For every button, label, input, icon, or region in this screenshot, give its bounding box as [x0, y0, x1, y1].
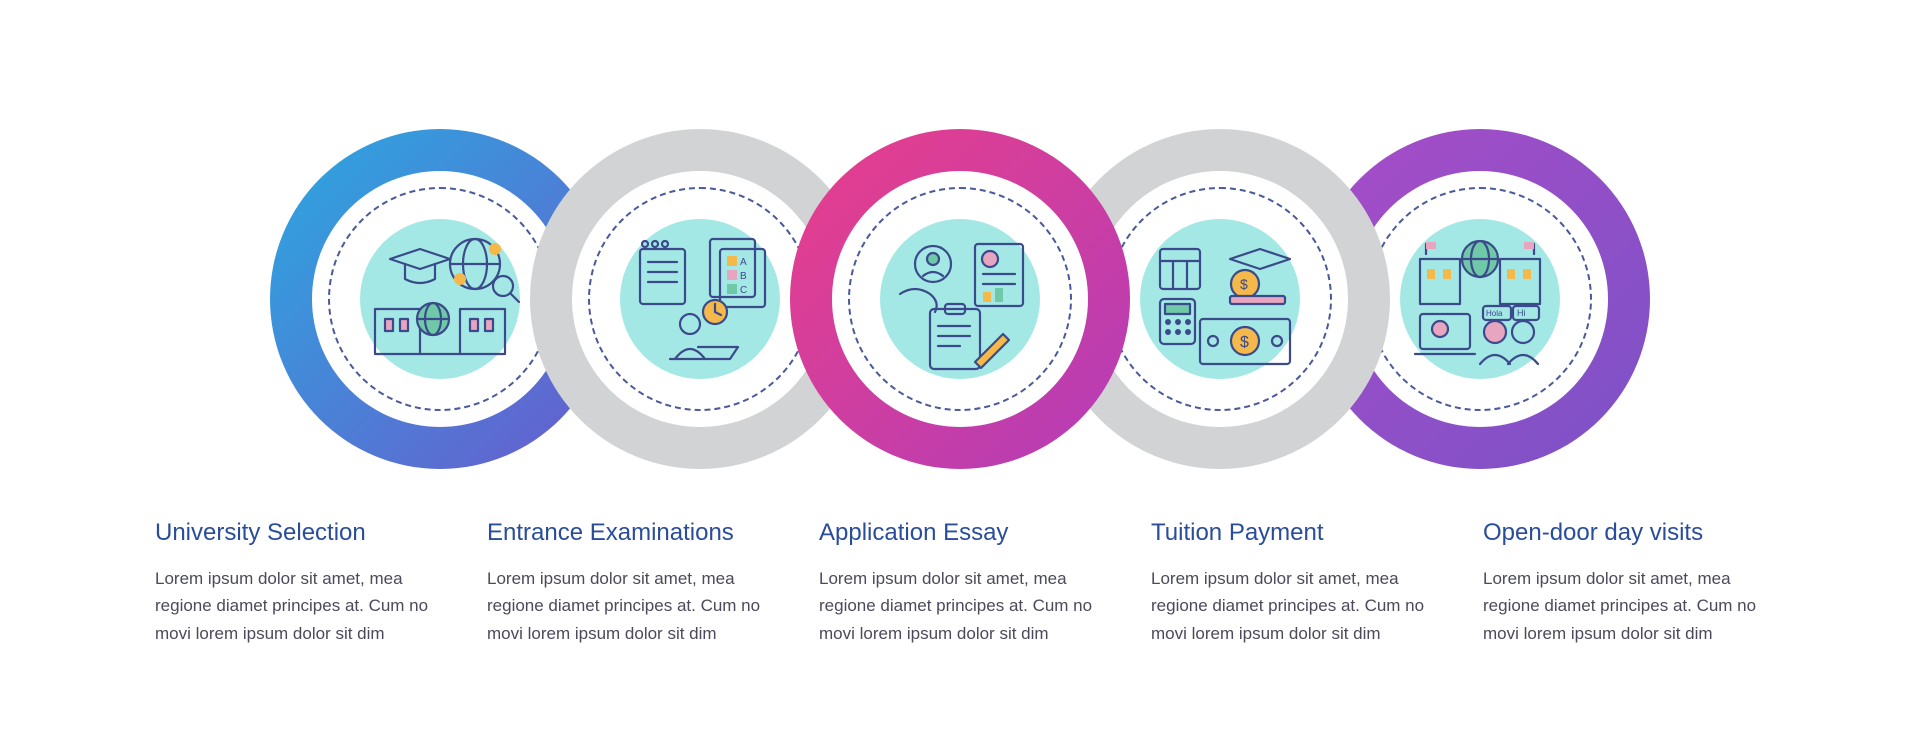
step-4-text: Tuition Payment Lorem ipsum dolor sit am…	[1126, 489, 1458, 647]
university-selection-icon	[355, 214, 525, 384]
step-5-text: Open-door day visits Lorem ipsum dolor s…	[1458, 489, 1790, 647]
step-2-desc: Lorem ipsum dolor sit amet, mea regione …	[487, 565, 769, 647]
svg-text:A: A	[740, 257, 747, 268]
step-2-title: Entrance Examinations	[487, 519, 769, 547]
step-4-desc: Lorem ipsum dolor sit amet, mea regione …	[1151, 565, 1433, 647]
step-1-title: University Selection	[155, 519, 437, 547]
step-1-text: University Selection Lorem ipsum dolor s…	[130, 489, 462, 647]
step-4-title: Tuition Payment	[1151, 519, 1433, 547]
ring-4-inner: $ $	[1108, 187, 1332, 411]
ring-3	[790, 129, 1130, 469]
svg-text:B: B	[740, 271, 747, 282]
svg-text:Hola: Hola	[1486, 309, 1503, 318]
svg-text:Hi: Hi	[1517, 308, 1526, 318]
step-3-text: Application Essay Lorem ipsum dolor sit …	[794, 489, 1126, 647]
step-3-title: Application Essay	[819, 519, 1101, 547]
application-essay-icon	[875, 214, 1045, 384]
step-5-desc: Lorem ipsum dolor sit amet, mea regione …	[1483, 565, 1765, 647]
ring-5-inner: Hi Hola	[1368, 187, 1592, 411]
ring-1-inner	[328, 187, 552, 411]
tuition-payment-icon: $ $	[1135, 214, 1305, 384]
entrance-exams-icon: A B C	[615, 214, 785, 384]
svg-text:$: $	[1240, 276, 1248, 292]
step-1-desc: Lorem ipsum dolor sit amet, mea regione …	[155, 565, 437, 647]
process-infographic: A B C	[110, 109, 1810, 647]
step-2-text: Entrance Examinations Lorem ipsum dolor …	[462, 489, 794, 647]
open-door-icon: Hi Hola	[1395, 214, 1565, 384]
ring-3-inner	[848, 187, 1072, 411]
svg-text:C: C	[740, 285, 747, 296]
svg-text:$: $	[1240, 334, 1249, 351]
rings-row: A B C	[110, 109, 1810, 489]
step-5-title: Open-door day visits	[1483, 519, 1765, 547]
step-3-desc: Lorem ipsum dolor sit amet, mea regione …	[819, 565, 1101, 647]
ring-2-inner: A B C	[588, 187, 812, 411]
text-row: University Selection Lorem ipsum dolor s…	[110, 489, 1810, 647]
